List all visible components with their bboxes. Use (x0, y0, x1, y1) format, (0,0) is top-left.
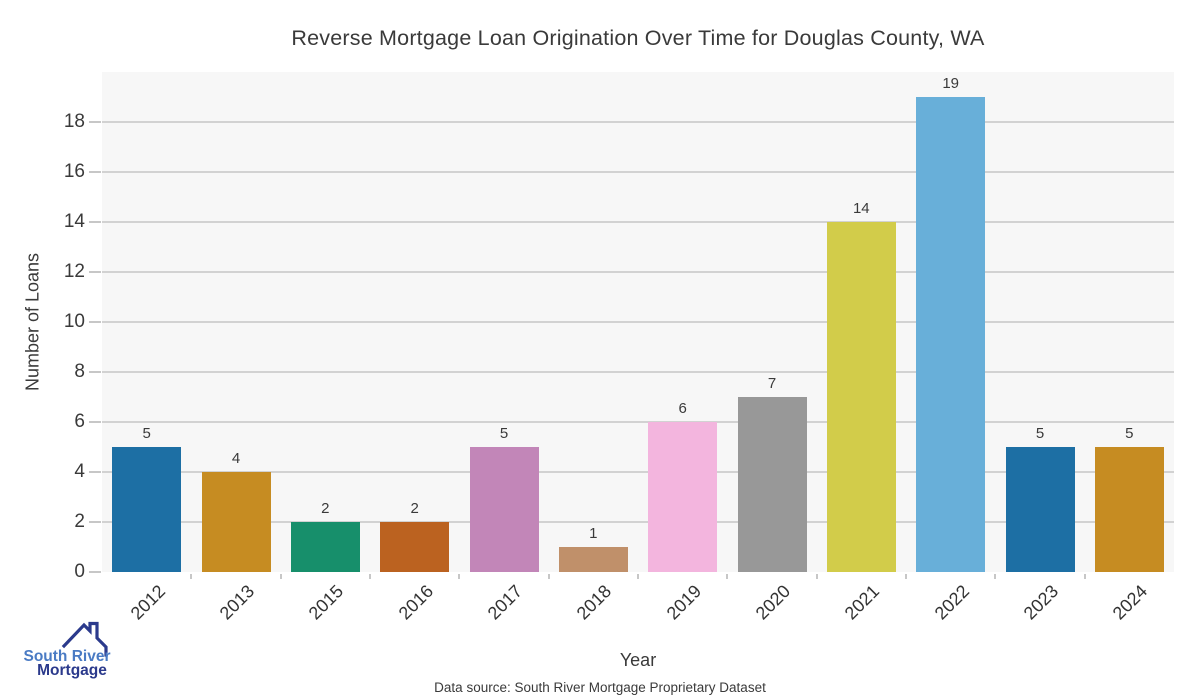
ytick-label-16: 16 (63, 161, 85, 182)
x-axis-label: Year (619, 650, 657, 670)
house-roof-icon (61, 621, 108, 657)
xtick-label-2015: 2015 (305, 581, 348, 624)
bar-2016 (380, 522, 450, 572)
bar-value-label-2013: 4 (231, 450, 241, 467)
xtick-mark-11 (1083, 574, 1086, 579)
ytick-mark-2 (89, 521, 101, 523)
ytick-label-4: 4 (74, 461, 85, 482)
bar-2023 (1005, 447, 1075, 572)
bar-value-label-2018: 1 (589, 525, 598, 542)
gridline-y-14 (102, 221, 1174, 223)
xtick-label-2022: 2022 (930, 581, 973, 624)
chart-title: Reverse Mortgage Loan Origination Over T… (291, 26, 985, 50)
bar-2024 (1094, 447, 1164, 572)
gridline-y-4 (102, 471, 1174, 473)
xtick-mark-3 (369, 574, 371, 579)
ytick-label-18: 18 (63, 111, 85, 132)
xtick-mark-5 (547, 574, 550, 579)
plot-area: 5 4 2 2 5 1 6 7 14 19 5 5 (102, 72, 1174, 572)
bar-2015 (290, 522, 360, 572)
ytick-mark-10 (89, 321, 101, 323)
bar-value-label-2024: 5 (1125, 425, 1134, 442)
xtick-mark-6 (637, 574, 639, 579)
xtick-label-2017: 2017 (483, 581, 527, 624)
bar-value-label-2015: 2 (321, 500, 330, 517)
ytick-mark-6 (89, 421, 101, 423)
bar-value-label-2016: 2 (410, 500, 419, 517)
ytick-label-12: 12 (63, 261, 85, 282)
ytick-label-8: 8 (74, 361, 85, 382)
ytick-mark-16 (89, 171, 101, 173)
xtick-mark-8 (815, 574, 818, 579)
bar-2020 (737, 397, 807, 572)
ytick-label-0: 0 (74, 561, 85, 582)
bar-2017 (469, 447, 539, 572)
bar-2018 (558, 547, 628, 572)
bar-2012 (112, 447, 182, 572)
xtick-label-2016: 2016 (394, 581, 437, 624)
xtick-label-2023: 2023 (1019, 581, 1063, 624)
bar-value-label-2019: 6 (678, 400, 687, 417)
logo-text-south-river: South River (24, 648, 111, 665)
xtick-label-2012: 2012 (126, 581, 169, 624)
gridline-y-6 (102, 421, 1174, 423)
bar-value-label-2020: 7 (767, 375, 777, 392)
xtick-mark-9 (905, 574, 907, 579)
bar-2022 (916, 97, 986, 572)
xtick-mark-10 (994, 574, 997, 579)
bar-value-label-2023: 5 (1035, 425, 1045, 442)
ytick-mark-0 (89, 571, 101, 573)
xtick-mark-1 (190, 574, 193, 579)
bar-value-label-2022: 19 (942, 75, 959, 92)
logo-text-mortgage: Mortgage (37, 662, 107, 679)
ytick-mark-14 (89, 221, 101, 223)
gridline-y-2 (102, 521, 1174, 523)
gridline-y-10 (102, 321, 1174, 323)
ytick-mark-18 (89, 121, 101, 123)
ytick-label-14: 14 (63, 211, 85, 232)
xtick-label-2021: 2021 (841, 581, 884, 624)
xtick-label-2018: 2018 (573, 581, 616, 624)
ytick-mark-4 (89, 471, 101, 473)
gridline-y-16 (102, 171, 1174, 173)
bar-2013 (201, 472, 271, 572)
xtick-label-2020: 2020 (751, 581, 795, 624)
gridline-y-18 (102, 121, 1174, 123)
bar-2019 (648, 422, 718, 572)
gridline-y-12 (102, 271, 1174, 273)
bar-value-label-2012: 5 (142, 425, 151, 442)
gridline-y-8 (102, 371, 1174, 373)
xtick-mark-4 (458, 574, 461, 579)
south-river-mortgage-logo: South River Mortgage (24, 621, 111, 679)
ytick-mark-12 (89, 271, 101, 273)
xtick-label-2019: 2019 (662, 581, 705, 624)
ytick-mark-8 (89, 371, 101, 373)
xtick-label-2024: 2024 (1109, 581, 1152, 624)
xtick-mark-2 (279, 574, 282, 579)
xtick-label-2013: 2013 (215, 581, 259, 624)
data-source-note: Data source: South River Mortgage Propri… (434, 680, 766, 695)
ytick-label-6: 6 (74, 411, 85, 432)
ytick-label-2: 2 (74, 511, 85, 532)
bar-value-label-2021: 14 (852, 200, 870, 217)
xtick-mark-7 (726, 574, 729, 579)
bar-2021 (826, 222, 896, 572)
ytick-label-10: 10 (63, 311, 85, 332)
bar-value-label-2017: 5 (499, 425, 509, 442)
